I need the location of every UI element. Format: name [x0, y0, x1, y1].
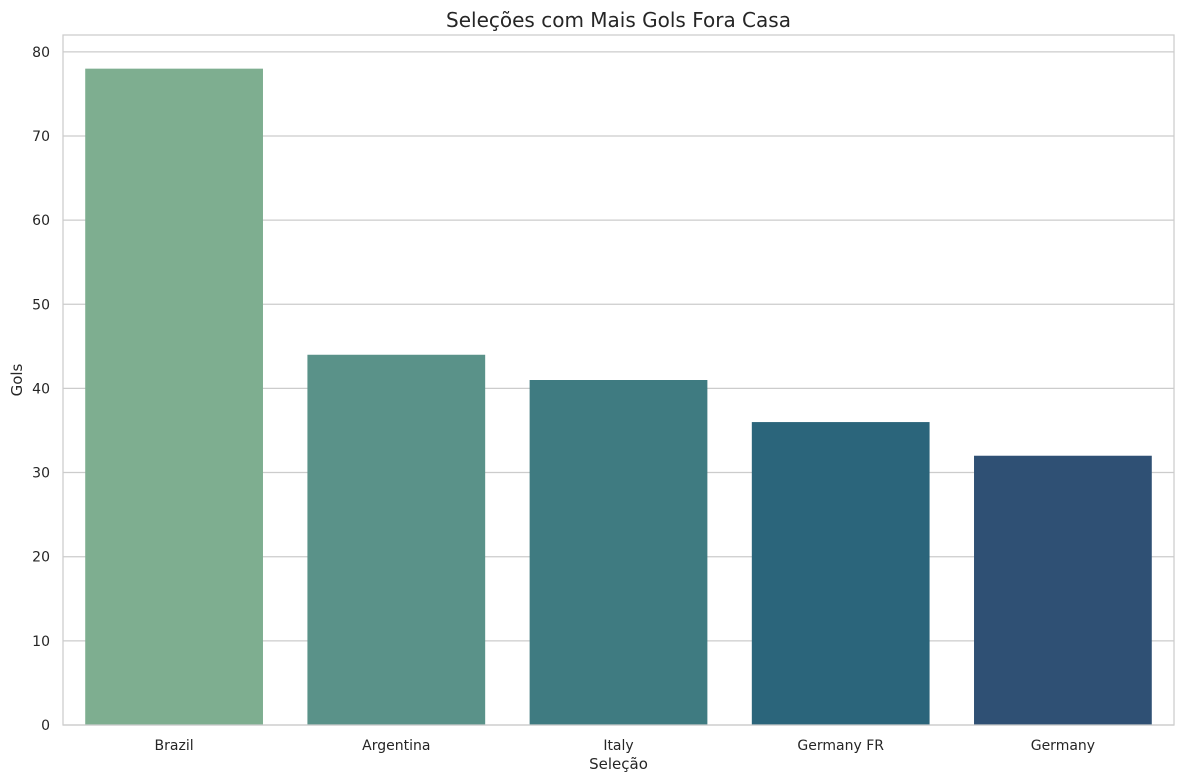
chart-title: Seleções com Mais Gols Fora Casa: [446, 8, 791, 32]
y-tick-labels: 0 10 20 30 40 50 60 70 80: [32, 45, 50, 734]
bars: [85, 68, 1152, 725]
x-tick-label: Italy: [603, 738, 633, 754]
x-tick-label: Germany FR: [797, 738, 884, 754]
plot-frame: [62, 34, 1175, 726]
x-tick-label: Germany: [1031, 738, 1095, 754]
y-tick-label: 60: [32, 213, 50, 229]
bar-germany: [974, 455, 1152, 725]
bar-brazil: [85, 68, 263, 725]
y-tick-label: 10: [32, 634, 50, 650]
x-tick-label: Brazil: [155, 738, 194, 754]
y-tick-label: 40: [32, 381, 50, 397]
y-tick-label: 0: [41, 718, 50, 734]
x-axis-label: Seleção: [589, 755, 648, 773]
y-tick-label: 50: [32, 297, 50, 313]
y-tick-label: 30: [32, 466, 50, 482]
bar-italy: [529, 380, 708, 725]
bar-germany-fr: [751, 422, 930, 725]
y-tick-label: 70: [32, 129, 50, 145]
y-tick-label: 80: [32, 45, 50, 61]
x-tick-label: Argentina: [362, 738, 430, 754]
x-tick-labels: Brazil Argentina Italy Germany FR Germany: [155, 738, 1096, 754]
y-axis-label: Gols: [8, 363, 26, 396]
y-tick-label: 20: [32, 550, 50, 566]
bar-argentina: [307, 354, 486, 725]
